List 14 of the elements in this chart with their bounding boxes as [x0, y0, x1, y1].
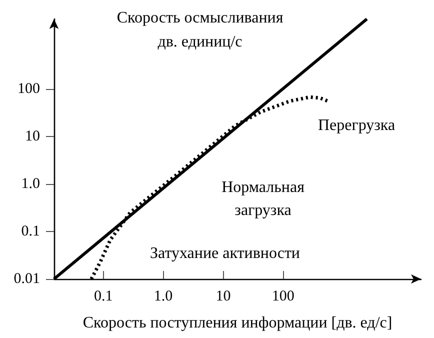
y-tick-label: 10	[25, 128, 40, 145]
x-tick-label: 10	[216, 288, 231, 304]
annotation: Перегрузка	[318, 117, 396, 134]
y-tick-label: 0.01	[14, 271, 40, 287]
x-axis-title: Скорость поступления информации [дв. ед/с]	[82, 314, 392, 332]
y-tick-label: 0.1	[21, 224, 40, 240]
y-tick-label: 1.0	[21, 176, 40, 192]
annotation: Нормальная загрузка	[222, 179, 306, 219]
y-tick-label: 100	[18, 81, 40, 98]
x-tick-label: 100	[272, 288, 294, 304]
x-tick-label: 0.1	[94, 288, 113, 304]
x-tick-label: 1.0	[154, 288, 173, 304]
y-axis-title: Скорость осмысливания дв. единиц/с	[116, 10, 284, 50]
annotation: Затухание активности	[150, 245, 300, 262]
